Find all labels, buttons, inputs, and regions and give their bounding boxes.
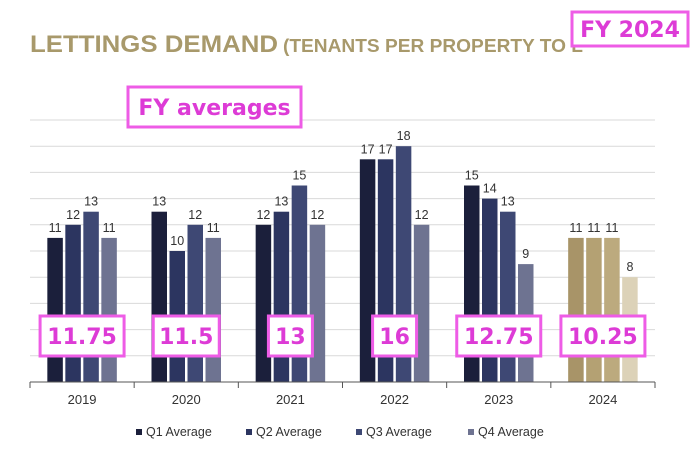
year-average-label: 12.75 [464,325,534,350]
legend-label: Q3 Average [366,425,432,439]
bar-value-label: 18 [397,129,411,143]
year-average-label: 11.75 [47,325,117,350]
chart-subtitle: (TENANTS PER PROPERTY TO L [283,36,583,56]
legend-swatch [356,429,362,435]
legend-swatch [136,429,142,435]
bar-value-label: 13 [84,195,98,209]
year-average-label-box [151,314,221,358]
bar-value-label: 15 [292,169,306,183]
bar-value-label: 14 [483,182,497,196]
year-average-label-box [559,314,647,358]
x-tick-label: 2022 [380,392,409,407]
annotations: FY 2024 FY averages 11.75 11.5 13 16 12.75 10.2… [38,10,690,358]
bar-value-label: 15 [465,169,479,183]
bar [586,237,602,382]
chart-title: LETTINGS DEMAND [30,31,278,58]
fy-averages-label: FY averages [138,96,290,121]
bar-value-label: 12 [256,208,270,222]
x-tick-label: 2023 [484,392,513,407]
bar-labels-group: 11 12 13 11 13 10 12 11 12 13 15 12 17 17 18 12 15 14 13 9 1… [49,129,634,274]
bar [65,224,81,382]
bar-value-label: 11 [207,221,220,235]
year-average-label: 10.25 [568,325,638,350]
legend-label: Q1 Average [146,425,212,439]
bar-value-label: 11 [569,221,582,235]
legend-label: Q2 Average [256,425,322,439]
bar [604,237,620,382]
bar-value-label: 13 [501,195,515,209]
bar [205,237,221,382]
legend-swatch [246,429,252,435]
bar-value-label: 12 [66,208,80,222]
bar [187,224,203,382]
bar-value-label: 10 [170,234,184,248]
bar [568,237,584,382]
fy-2024-label-box [570,10,690,48]
bar-value-label: 12 [188,208,202,222]
x-tick-label: 2024 [588,392,617,407]
bar-value-label: 17 [379,142,393,156]
bar-value-label: 12 [415,208,429,222]
legend-swatch [468,429,474,435]
year-average-label: 16 [379,325,410,350]
bar-value-label: 11 [605,221,618,235]
bar-value-label: 11 [587,221,600,235]
bar-value-label: 13 [152,195,166,209]
fy-2024-label: FY 2024 [580,18,680,43]
x-tick-label: 2021 [276,392,305,407]
bar-value-label: 11 [49,221,62,235]
year-average-label: 11.5 [159,325,213,350]
year-average-label-box [371,314,419,358]
fy-averages-label-box [126,85,303,129]
bar-value-label: 17 [361,142,375,156]
year-average-label-box [455,314,543,358]
x-axis: 2019 2020 2021 2022 2023 2024 [29,381,656,407]
legend: Q1 Average Q2 Average Q3 Average Q4 Average [136,425,544,439]
x-tick-label: 2019 [68,392,97,407]
bar [309,224,326,382]
bar-value-label: 12 [310,208,324,222]
bar [47,237,63,382]
year-average-label-box [38,314,126,358]
gridlines [30,119,655,357]
bar [101,237,117,382]
x-tick-label: 2020 [172,392,201,407]
bar-value-label: 11 [103,221,116,235]
bar [413,224,430,382]
year-average-label: 13 [275,325,306,350]
bar-value-label: 9 [522,247,529,261]
bar-value-label: 13 [274,195,288,209]
bar [255,224,272,382]
bars-group [47,146,638,382]
bar-value-label: 8 [626,260,633,274]
year-average-label-box [266,314,314,358]
legend-label: Q4 Average [478,425,544,439]
